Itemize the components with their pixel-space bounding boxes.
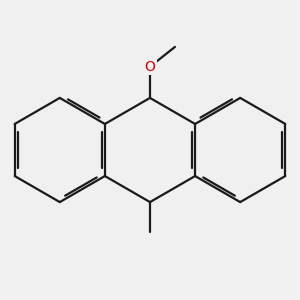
Text: O: O xyxy=(145,60,155,74)
